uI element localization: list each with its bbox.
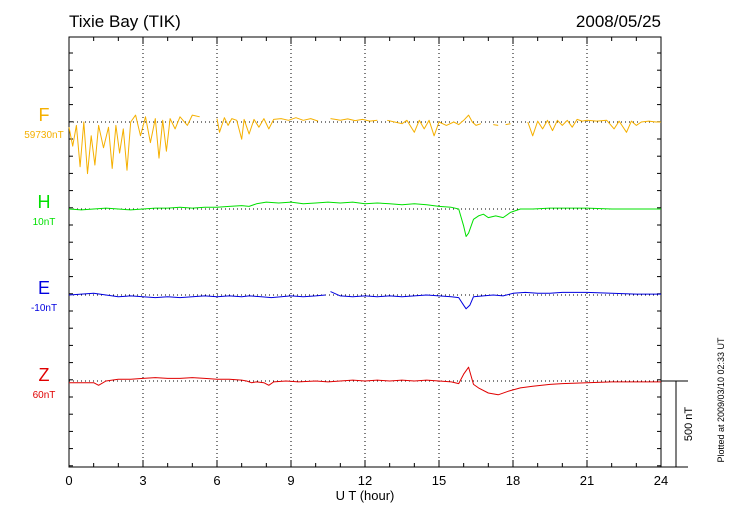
series-baseline-h: 10nT: [33, 217, 56, 228]
x-axis-label: U T (hour): [336, 488, 395, 503]
x-tick-label: 18: [506, 473, 520, 488]
x-tick-label: 12: [358, 473, 372, 488]
series-line-e: [68, 291, 661, 310]
chart-title: Tixie Bay (TIK): [69, 12, 181, 31]
x-tick-label: 6: [213, 473, 220, 488]
series-labels: F 59730nT H 10nT E -10nT Z 60nT: [24, 105, 63, 401]
x-tick-label: 9: [287, 473, 294, 488]
series-name-z: Z: [39, 365, 50, 385]
x-tick-label: 24: [654, 473, 668, 488]
chart-date: 2008/05/25: [576, 12, 661, 31]
series-baseline-e: -10nT: [31, 303, 57, 314]
series-baseline-f: 59730nT: [24, 130, 63, 141]
x-tick-labels: 0 3 6 9 12 15 18 21 24: [65, 473, 668, 488]
series-line-h: [68, 201, 661, 237]
x-tick-label: 0: [65, 473, 72, 488]
series-name-h: H: [38, 192, 51, 212]
series-name-e: E: [38, 278, 50, 298]
plotted-at-note: Plotted at 2009/03/10 02:33 UT: [716, 337, 726, 463]
scale-bar-label: 500 nT: [683, 407, 695, 442]
axis-ticks: [68, 37, 662, 467]
series-line-f: [68, 114, 661, 175]
series-baseline-z: 60nT: [33, 390, 56, 401]
x-tick-label: 3: [139, 473, 146, 488]
x-tick-label: 21: [580, 473, 594, 488]
scale-bar: 500 nT: [661, 380, 695, 468]
x-tick-label: 15: [432, 473, 446, 488]
series-line-z: [69, 366, 661, 396]
series-lines: [68, 114, 661, 396]
series-name-f: F: [39, 105, 50, 125]
grid-lines: [69, 37, 661, 467]
